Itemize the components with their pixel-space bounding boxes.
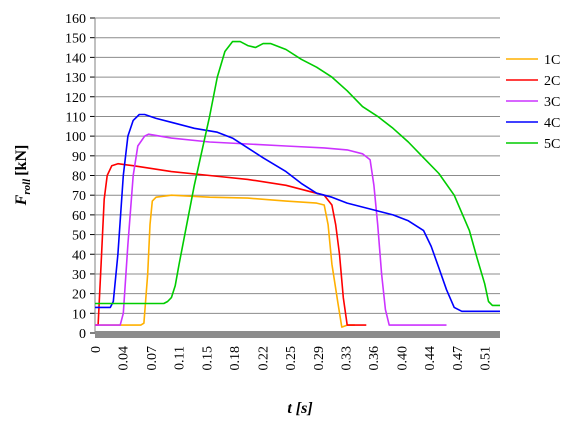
x-tick-label: 0.40: [395, 346, 410, 371]
x-tick-label: 0.18: [228, 346, 243, 371]
legend-label-4c: 4C: [544, 116, 560, 131]
x-tick-label: 0.29: [312, 346, 327, 371]
series-lines: [95, 40, 500, 328]
y-tick-label: 110: [66, 110, 86, 125]
y-tick-label: 70: [72, 189, 86, 204]
y-axis-title-var: F: [13, 194, 30, 206]
legend-label-2c: 2C: [544, 74, 560, 89]
x-tick-label: 0.25: [284, 346, 299, 371]
x-tick-label: 0.47: [451, 346, 466, 371]
y-tick-label: 40: [72, 248, 86, 263]
x-axis-title: t [s]: [287, 400, 312, 417]
y-tick-label: 120: [65, 91, 86, 106]
series-line-3c: [95, 133, 447, 326]
y-tick-label: 50: [72, 229, 86, 244]
series-line-1c: [95, 194, 355, 328]
series-line-5c: [95, 40, 500, 307]
x-tick-label: 0.15: [201, 346, 216, 371]
y-tick-label: 10: [72, 307, 86, 322]
y-tick-label: 20: [72, 288, 86, 303]
y-tick-label: 150: [65, 32, 86, 47]
y-tick-label: 130: [65, 71, 86, 86]
y-tick-label: 0: [79, 327, 86, 342]
x-axis-bar: [95, 331, 500, 338]
x-tick-label: 0.36: [367, 346, 382, 371]
x-tick-label: 0.04: [117, 346, 132, 371]
x-tick-labels: 0 0.04 0.07 0.11 0.15 0.18 0.22 0.25 0.29 0.33 0.3…: [89, 346, 494, 371]
legend-label-3c: 3C: [544, 95, 560, 110]
y-tick-label: 30: [72, 268, 86, 283]
x-tick-label: 0.07: [145, 346, 160, 371]
series-line-2c: [95, 162, 367, 326]
x-tick-label: 0.44: [423, 346, 438, 371]
x-tick-label: 0.51: [479, 346, 494, 371]
x-axis-title-var: t: [287, 400, 292, 417]
legend-label-5c: 5C: [544, 137, 560, 152]
x-tick-label: 0: [89, 346, 104, 353]
y-tick-label: 140: [65, 51, 86, 66]
x-tick-label: 0.22: [256, 346, 271, 371]
legend: 1C 2C 3C 4C 5C: [506, 53, 560, 152]
x-tick-label: 0.33: [340, 346, 355, 371]
y-tick-label: 160: [65, 12, 86, 27]
y-tick-labels: 0 10 20 30 40 50 60 70 80 90 100 110 120 130 140 150 160: [65, 12, 86, 342]
legend-label-1c: 1C: [544, 53, 560, 68]
y-tick-label: 60: [72, 209, 86, 224]
axes: [90, 17, 500, 338]
y-tick-label: 100: [65, 130, 86, 145]
y-axis-title: Froll [kN]: [13, 145, 33, 207]
y-tick-label: 80: [72, 170, 86, 185]
x-axis-title-unit: [s]: [296, 400, 313, 417]
y-axis-title-sub: roll: [21, 178, 33, 195]
x-tick-label: 0.11: [172, 346, 187, 370]
y-axis-title-unit: [kN]: [13, 145, 30, 176]
series-line-4c: [95, 113, 500, 313]
y-tick-label: 90: [72, 150, 86, 165]
